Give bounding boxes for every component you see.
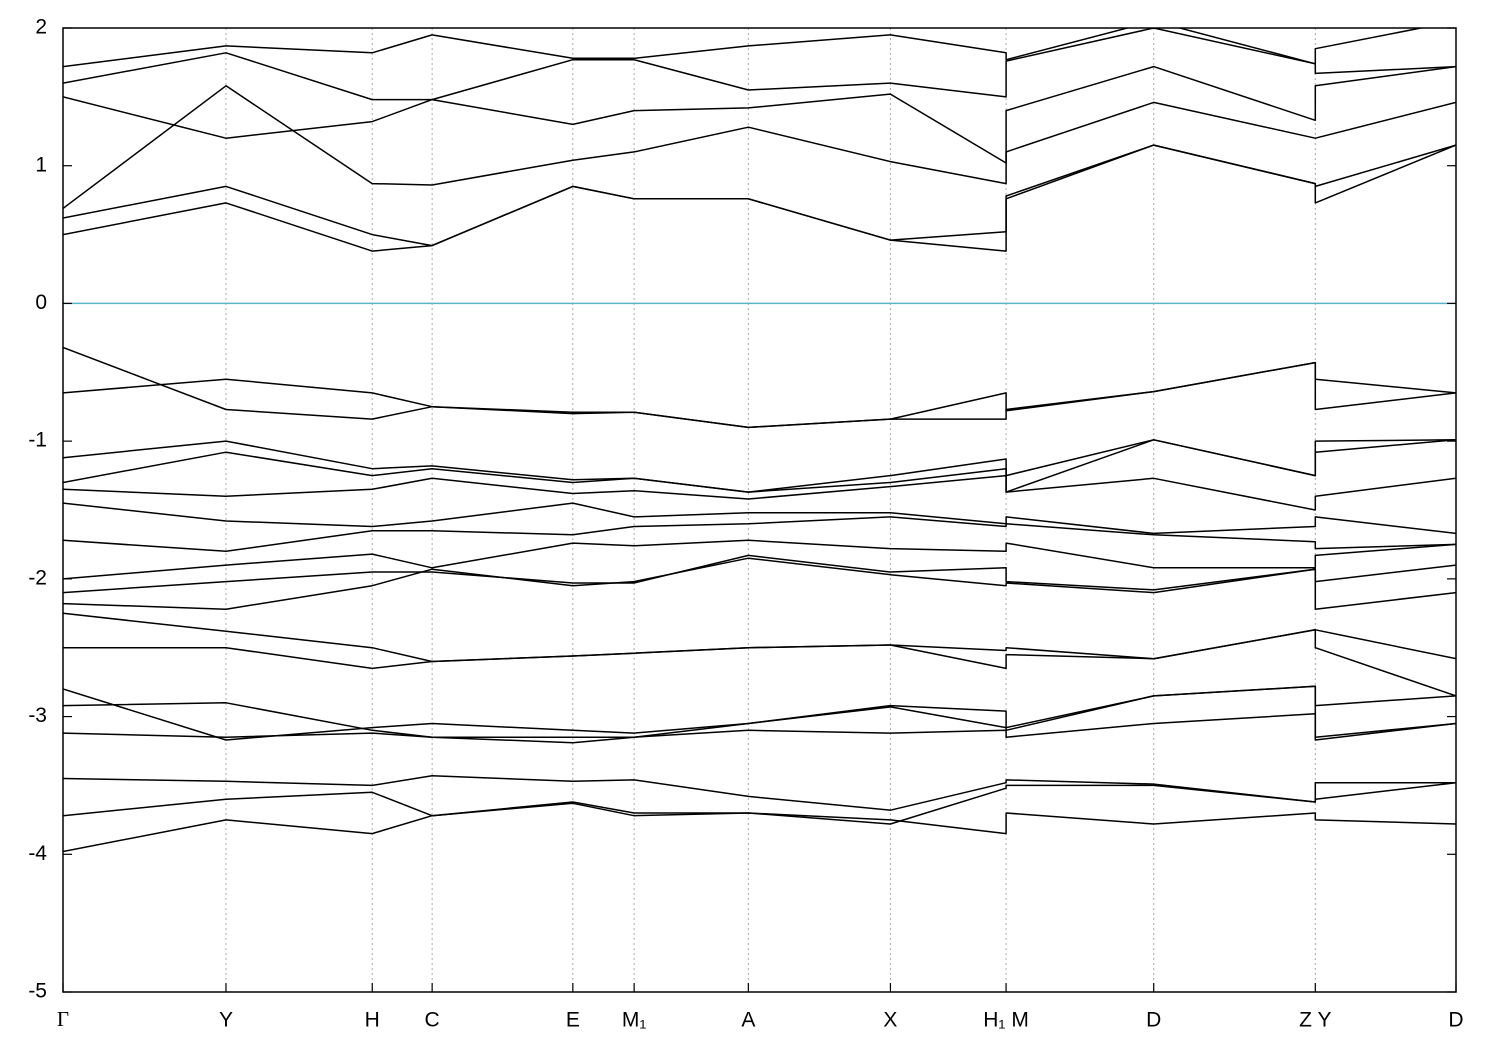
x-tick-label: M₁ [622,1009,647,1032]
x-tick-label: A [741,1009,755,1032]
x-tick-label: Γ [57,1007,69,1031]
band-line [63,516,1456,553]
y-tick-label: -3 [28,704,47,727]
band-line [63,65,1456,164]
x-tick-label: H [365,1009,380,1032]
band-line [63,802,1456,853]
band-line [63,439,1456,493]
band-line [63,775,1456,811]
y-tick-label: -4 [28,842,47,865]
y-tick-label: 0 [35,291,47,314]
band-line [63,85,1456,209]
x-tick-label: C [425,1009,440,1032]
band-line [63,685,1456,741]
band-line [63,474,1456,511]
x-tick-label: Y [219,1009,233,1032]
y-tick-label: -1 [28,429,47,452]
band-line [63,346,1456,429]
band-line [63,361,1456,429]
plot-area [63,28,1456,992]
x-tick-label: Z Y [1299,1009,1331,1032]
band-line [63,439,1456,493]
x-tick-label: X [883,1009,897,1032]
y-tick-label: -2 [28,566,47,589]
band-line [63,781,1456,825]
x-tick-label: H₁ M [983,1009,1029,1032]
band-line [63,28,1456,101]
band-line [63,144,1456,247]
x-tick-label: D [1448,1009,1463,1032]
x-tick-label: D [1146,1009,1161,1032]
plot-frame [62,27,1457,993]
x-tick-label: E [566,1009,580,1032]
band-line [63,629,1456,697]
band-line [63,144,1456,252]
y-tick-label: 1 [35,153,47,176]
band-line [63,539,1456,580]
band-line [63,713,1456,744]
y-tick-label: -5 [28,980,47,1003]
band-line [63,557,1456,610]
band-line [63,28,1425,68]
y-tick-label: 2 [35,16,47,39]
band-line [63,502,1456,535]
band-line [63,685,1456,738]
